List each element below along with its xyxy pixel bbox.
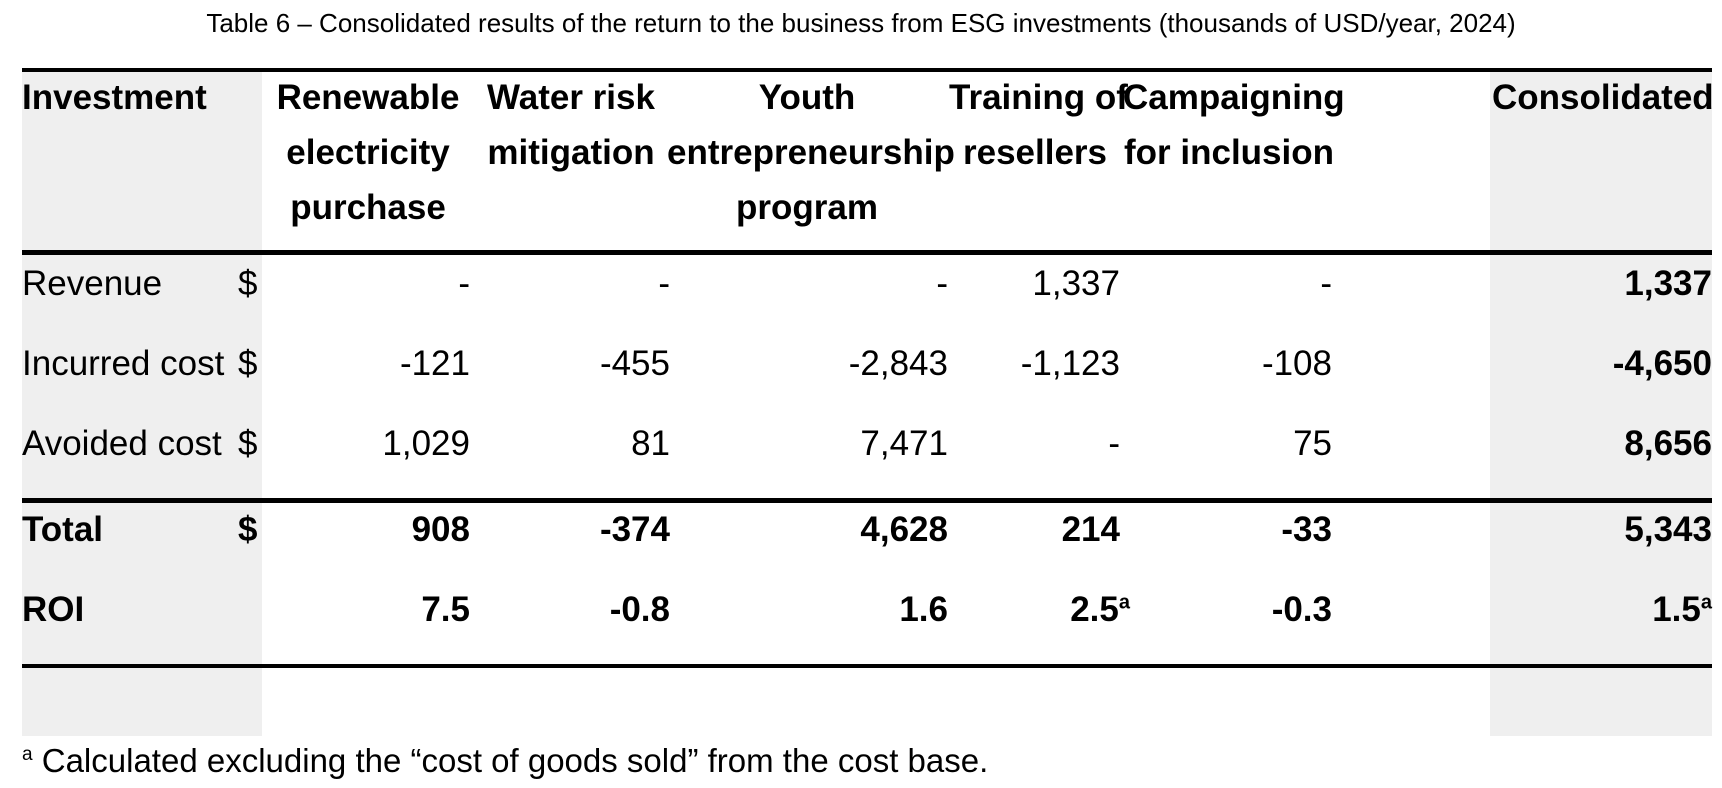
cell-renewable: -121 [399,344,470,383]
header-campaigning-inclusion: Campaigning for inclusion [1123,78,1345,172]
currency-symbol: $ [238,264,258,303]
cell-youth: 1.6 [899,590,948,629]
cell-consolidated: 1.5a [1652,590,1712,629]
cell-training: 1,337 [1032,264,1120,303]
cell-consolidated: -4,650 [1612,344,1712,383]
footnote-mark: a [22,744,33,765]
row-label: ROI [22,590,85,629]
cell-water: -455 [599,344,670,383]
footnote-mark: a [1118,591,1130,614]
bottom-rule [22,664,1712,668]
cell-consolidated: 8,656 [1624,424,1712,463]
cell-consolidated: 5,343 [1624,510,1712,549]
cell-training: - [1108,424,1120,463]
footnote-mark: a [1700,591,1712,614]
currency-symbol: $ [238,344,258,383]
cell-water: -0.8 [609,590,670,629]
row-label: Incurred cost [22,344,225,383]
cell-renewable: 7.5 [421,590,470,629]
row-label: Total [22,510,104,549]
header-training-resellers: Training of resellers [949,78,1128,172]
cell-water: - [658,264,670,303]
cell-campaigning: - [1320,264,1332,303]
cell-training: -1,123 [1020,344,1120,383]
header-consolidated: Consolidated [1492,78,1714,117]
cell-youth: - [936,264,948,303]
table-caption: Table 6 – Consolidated results of the re… [206,8,1516,38]
esg-results-table: Investment Renewable electricity purchas… [22,68,1714,736]
cell-campaigning: -33 [1281,510,1332,549]
header-investment: Investment [22,78,207,117]
cell-training: 2.5a [1070,590,1130,629]
table-footnote: a Calculated excluding the “cost of good… [22,742,988,780]
header-water-risk: Water risk mitigation [487,78,655,172]
cell-youth: 4,628 [860,510,948,549]
top-rule [22,68,1712,72]
cell-renewable: 1,029 [382,424,470,463]
label-column-shading [22,72,262,736]
cell-water: 81 [631,424,670,463]
cell-renewable: 908 [411,510,470,549]
cell-renewable: - [458,264,470,303]
cell-training: 214 [1061,510,1120,549]
currency-symbol: $ [238,510,258,549]
cell-water: -374 [599,510,670,549]
header-renewable-electricity: Renewable electricity purchase [276,78,460,227]
cell-youth: 7,471 [860,424,948,463]
footnote-text: Calculated excluding the “cost of goods … [32,742,989,779]
cell-youth: -2,843 [848,344,948,383]
header-youth-entrepreneurship: Youth entrepreneurship program [667,78,955,227]
row-label: Revenue [22,264,163,303]
cell-consolidated: 1,337 [1624,264,1712,303]
total-rule [22,498,1712,503]
currency-symbol: $ [238,424,258,463]
cell-campaigning: 75 [1293,424,1332,463]
consolidated-column-shading [1490,72,1712,736]
cell-campaigning: -108 [1261,344,1332,383]
header-rule [22,250,1712,255]
row-label: Avoided cost [22,424,222,463]
cell-campaigning: -0.3 [1271,590,1332,629]
